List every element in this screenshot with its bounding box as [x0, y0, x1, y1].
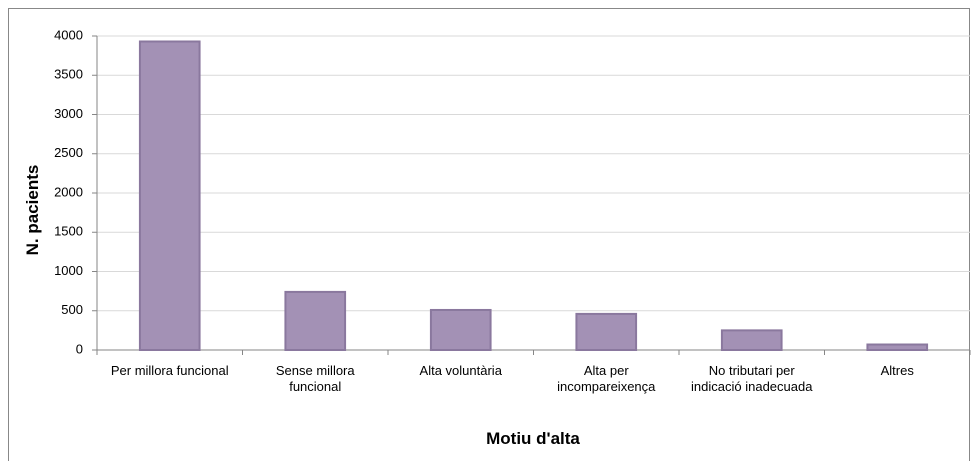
- x-tick-label: Alta per incompareixença: [557, 363, 656, 394]
- bar: [284, 290, 347, 352]
- x-tick-label: Per millora funcional: [111, 363, 229, 378]
- y-tick-label: 2500: [54, 145, 83, 160]
- y-axis-title: N. pacients: [23, 165, 42, 256]
- x-tick-label: No tributari per indicació inadecuada: [691, 363, 813, 394]
- x-tick-label: Altres: [881, 363, 915, 378]
- y-tick-label: 1500: [54, 224, 83, 239]
- y-tick-label: 4000: [54, 27, 83, 42]
- bar: [575, 312, 638, 352]
- bar: [866, 343, 929, 352]
- bar: [138, 40, 201, 352]
- y-tick-label: 500: [61, 302, 83, 317]
- x-axis-title: Motiu d'alta: [486, 429, 580, 448]
- bar: [720, 329, 783, 351]
- bar: [429, 308, 492, 351]
- x-tick-label: Alta voluntària: [420, 363, 503, 378]
- x-tick-label: Sense millora funcional: [276, 363, 356, 394]
- chart-border: [8, 8, 970, 461]
- y-tick-label: 2000: [54, 184, 83, 199]
- y-tick-label: 3000: [54, 106, 83, 121]
- y-tick-label: 0: [76, 341, 83, 356]
- y-tick-label: 1000: [54, 263, 83, 278]
- y-tick-label: 3500: [54, 67, 83, 82]
